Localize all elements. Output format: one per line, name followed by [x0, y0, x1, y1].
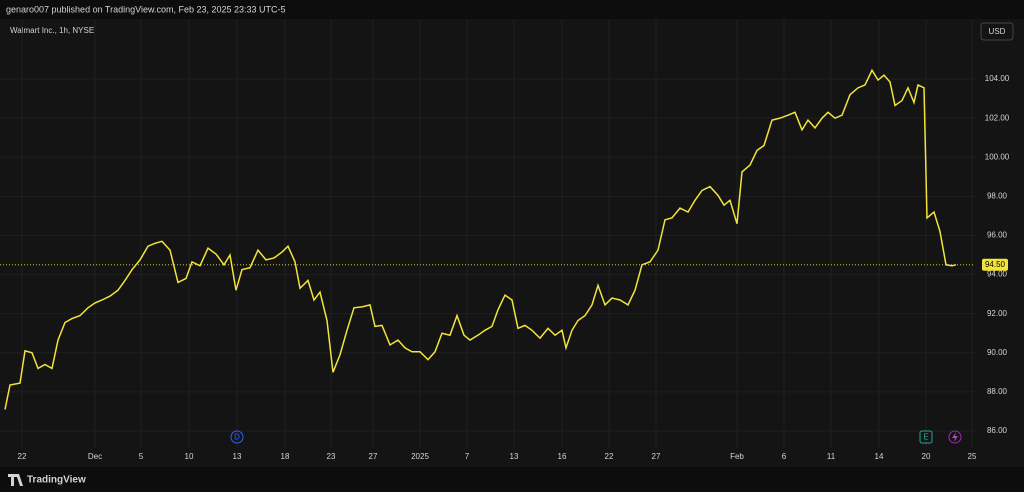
- y-tick-label: 86.00: [987, 426, 1008, 435]
- header-text: genaro007 published on TradingView.com, …: [6, 4, 286, 14]
- currency-label: USD: [989, 27, 1006, 36]
- x-tick-label: 2025: [411, 452, 429, 461]
- x-tick-label: 22: [605, 452, 614, 461]
- x-tick-label: 10: [185, 452, 194, 461]
- dividend-bolt: [952, 432, 958, 442]
- y-tick-label: 102.00: [985, 113, 1010, 122]
- x-tick-label: 6: [782, 452, 787, 461]
- y-tick-label: 92.00: [987, 309, 1008, 318]
- chart-panel: [0, 19, 1024, 467]
- x-tick-label: 14: [875, 452, 884, 461]
- x-tick-label: 7: [465, 452, 470, 461]
- x-tick-label: 16: [558, 452, 567, 461]
- dividend-icon: [948, 430, 962, 444]
- event-marker: [919, 430, 933, 444]
- event-label: E: [923, 433, 928, 442]
- x-tick-label: 5: [139, 452, 144, 461]
- y-tick-label: 98.00: [987, 191, 1008, 200]
- x-tick-label: 11: [827, 452, 836, 461]
- x-tick-label: 27: [652, 452, 661, 461]
- x-tick-label: 13: [510, 452, 519, 461]
- y-tick-label: 88.00: [987, 387, 1008, 396]
- x-tick-label: 20: [922, 452, 931, 461]
- chart-title: Walmart Inc., 1h, NYSE: [10, 26, 94, 35]
- brand-logo: [8, 474, 23, 486]
- y-tick-label: 104.00: [985, 74, 1010, 83]
- x-tick-label: 23: [327, 452, 336, 461]
- x-tick-label: 13: [233, 452, 242, 461]
- price-line: [4, 68, 957, 410]
- y-tick-label: 96.00: [987, 231, 1008, 240]
- brand-name: TradingView: [27, 475, 86, 486]
- x-tick-label: 25: [968, 452, 977, 461]
- x-tick-label: 22: [18, 452, 27, 461]
- x-tick-label: Feb: [730, 452, 744, 461]
- y-tick-label: 100.00: [985, 152, 1010, 161]
- y-tick-label: 94.00: [987, 270, 1008, 279]
- x-tick-label: 27: [369, 452, 378, 461]
- y-tick-label: 90.00: [987, 348, 1008, 357]
- currency-button[interactable]: [980, 22, 1014, 41]
- x-tick-label: Dec: [88, 452, 102, 461]
- event-label: D: [234, 433, 240, 442]
- event-marker: [230, 430, 244, 444]
- last-price-box: [982, 258, 1008, 271]
- last-price-label: 94.50: [985, 260, 1006, 269]
- x-tick-label: 18: [281, 452, 290, 461]
